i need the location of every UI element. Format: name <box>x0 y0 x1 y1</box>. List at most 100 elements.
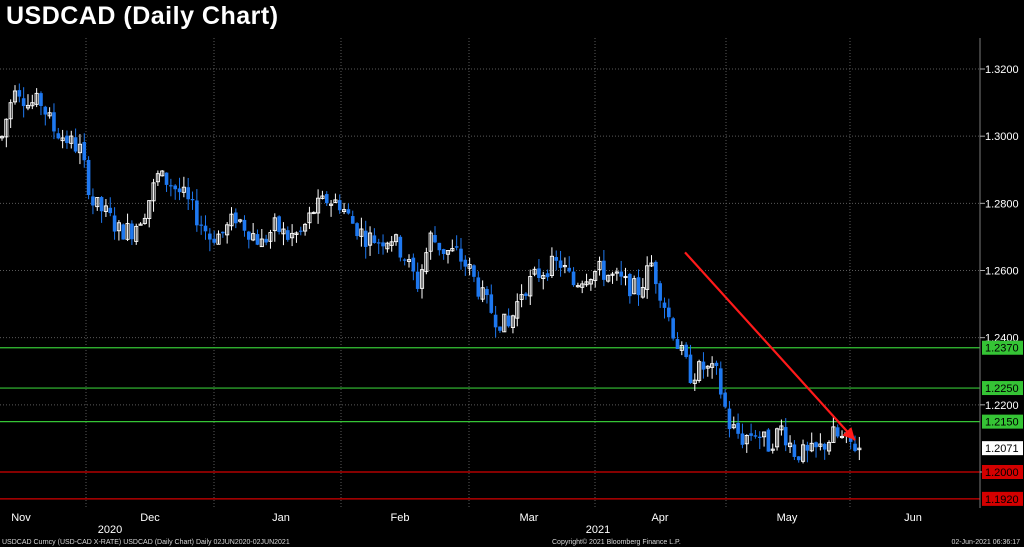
candle-body-down <box>173 185 177 190</box>
candle-body-down <box>688 354 693 384</box>
candle-body-down <box>177 188 182 193</box>
candle-body-down <box>571 271 576 286</box>
candle-body-down <box>433 235 437 243</box>
candle-body-up <box>588 279 593 285</box>
candle-body-up <box>0 136 5 139</box>
candle-body-down <box>701 361 706 370</box>
candle-body-down <box>43 106 48 115</box>
candle-body-down <box>814 442 818 448</box>
candle-body-up <box>502 313 507 333</box>
candle-body-down <box>524 293 528 296</box>
candle-body-down <box>853 443 857 451</box>
candle-body-up <box>528 276 533 297</box>
candle-body-up <box>238 219 243 222</box>
candle-body-up <box>95 197 100 208</box>
last-price-badge <box>982 441 1023 456</box>
candle-body-up <box>801 444 806 462</box>
candle-body-down <box>796 456 801 461</box>
candle-body-down <box>684 344 688 357</box>
candle-body-up <box>134 225 139 242</box>
candle-body-down <box>783 427 788 446</box>
level-badge <box>982 414 1023 429</box>
candle-body-up <box>645 265 650 290</box>
y-tick-label: 1.2600 <box>985 266 1019 278</box>
level-badge-label: 1.1920 <box>985 494 1019 506</box>
candle-body-down <box>324 194 329 204</box>
candle-body-up <box>424 252 429 273</box>
level-badge <box>982 381 1023 396</box>
candle-body-up <box>692 379 697 384</box>
candle-body-down <box>554 257 559 261</box>
candle-body-down <box>489 294 494 313</box>
candle-body-down <box>658 283 662 301</box>
candle-body-up <box>788 442 793 448</box>
candle-body-down <box>402 259 407 261</box>
candle-body-down <box>740 433 745 445</box>
candle-body-up <box>710 363 715 368</box>
candle-body-down <box>130 223 134 240</box>
candle-body-up <box>320 195 325 199</box>
candle-body-down <box>298 230 303 232</box>
candle-body-down <box>264 238 268 243</box>
candle-body-up <box>103 205 108 212</box>
candle-body-up <box>125 223 130 240</box>
candle-body-up <box>333 199 338 203</box>
candle-body-down <box>718 368 723 395</box>
downtrend-arrow <box>684 251 856 441</box>
level-badges: 1.2370 1.2250 1.2150 1.2000 1.1920 1.2071 <box>982 340 1023 506</box>
candle-body-up <box>584 281 589 286</box>
candle-body-up <box>316 197 321 214</box>
candle-body-up <box>151 182 156 202</box>
candle-body-up <box>419 269 425 289</box>
candle-body-up <box>549 255 554 276</box>
x-month-label: Jun <box>904 512 922 524</box>
candle-body-down <box>203 225 208 232</box>
candle-body-up <box>770 448 775 451</box>
candle-body-down <box>190 199 195 201</box>
candle-body-down <box>52 112 56 132</box>
candle-body-up <box>467 264 472 269</box>
candle-body-down <box>602 260 606 280</box>
candle-body-down <box>221 231 225 234</box>
candle-body-down <box>537 268 541 278</box>
candle-body-down <box>675 339 680 350</box>
candle-body-down <box>437 242 442 251</box>
candle-body-up <box>294 232 299 235</box>
candle-body-down <box>441 249 446 254</box>
candle-body-up <box>519 294 524 300</box>
candle-body-down <box>805 444 810 451</box>
level-badge <box>982 340 1023 355</box>
candle-body-up <box>406 259 412 262</box>
candle-body-up <box>779 425 784 431</box>
candle-body-up <box>116 222 121 232</box>
candle-body-down <box>381 242 385 247</box>
candle-body-down <box>671 318 675 339</box>
candle-body-up <box>34 92 39 105</box>
candle-body-up <box>268 232 273 242</box>
candle-body-up <box>385 242 390 250</box>
last-price-label: 1.2071 <box>985 443 1019 455</box>
candle-body-down <box>736 422 740 434</box>
candle-body-down <box>186 187 190 200</box>
candle-body-down <box>411 257 416 272</box>
candle-body-up <box>826 442 832 452</box>
candle-body-down <box>545 273 550 278</box>
candle-body-up <box>60 137 65 142</box>
candle-body-down <box>121 224 126 240</box>
candle-body-up <box>679 345 684 351</box>
candle-body-up <box>229 213 234 227</box>
candle-body-up <box>389 241 394 246</box>
candle-body-up <box>697 361 702 381</box>
candle-body-down <box>749 433 753 436</box>
candle-body-up <box>69 135 74 144</box>
candle-body-down <box>247 231 251 240</box>
candle-body-down <box>208 233 212 240</box>
candle-body-up <box>138 223 143 226</box>
x-month-label: Jan <box>272 512 290 524</box>
level-badge-label: 1.2150 <box>985 417 1019 429</box>
candle-body-down <box>337 200 342 211</box>
y-tick-label: 1.3000 <box>985 131 1019 143</box>
candlestick-series <box>0 83 862 464</box>
candle-body-down <box>234 212 238 224</box>
